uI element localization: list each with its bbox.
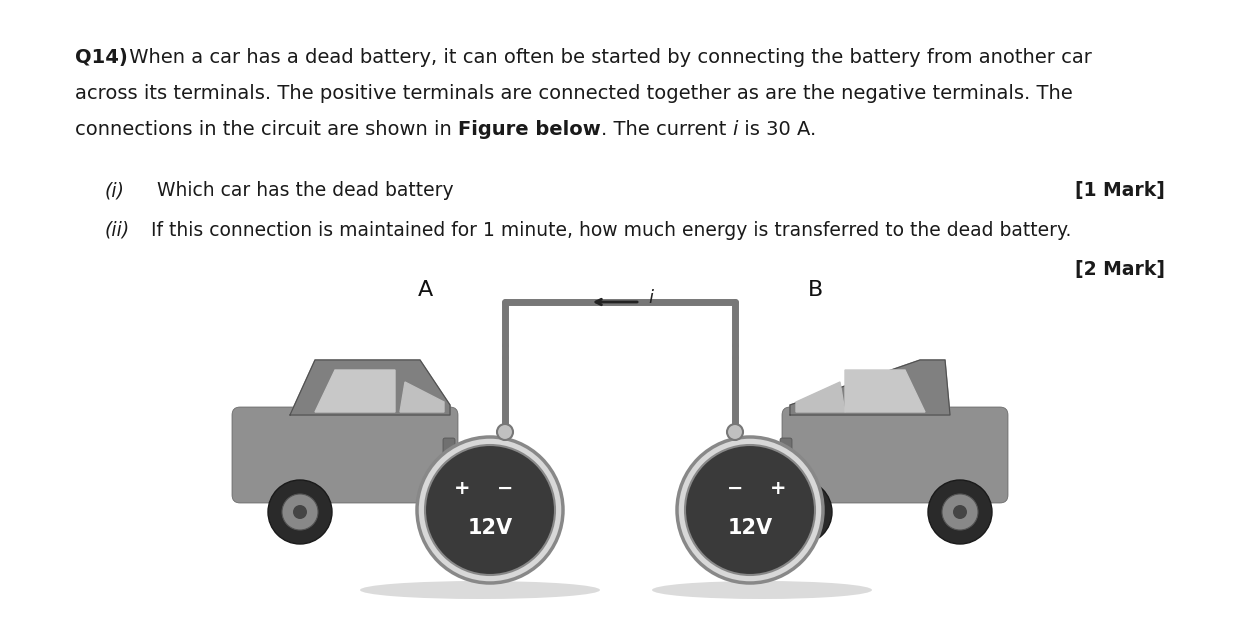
Text: 12V: 12V — [728, 518, 773, 538]
Text: connections in the circuit are shown in: connections in the circuit are shown in — [75, 120, 458, 139]
Text: A: A — [417, 280, 432, 300]
Circle shape — [428, 480, 492, 544]
Text: (ii): (ii) — [106, 221, 130, 240]
Circle shape — [677, 437, 823, 583]
Polygon shape — [289, 360, 450, 415]
Polygon shape — [845, 370, 925, 412]
FancyBboxPatch shape — [232, 407, 458, 503]
Circle shape — [417, 437, 563, 583]
Text: Which car has the dead battery: Which car has the dead battery — [145, 181, 453, 200]
Text: Figure below: Figure below — [458, 120, 601, 139]
Text: If this connection is maintained for 1 minute, how much energy is transferred to: If this connection is maintained for 1 m… — [145, 221, 1072, 240]
Circle shape — [268, 480, 332, 544]
Circle shape — [293, 505, 307, 519]
Text: 12V: 12V — [467, 518, 513, 538]
Text: Q14): Q14) — [75, 48, 128, 67]
Ellipse shape — [360, 581, 600, 599]
Circle shape — [425, 445, 555, 575]
Text: i: i — [733, 120, 738, 139]
Text: −: − — [497, 478, 513, 497]
Circle shape — [686, 445, 815, 575]
Text: +: + — [453, 478, 471, 497]
Text: [1 Mark]: [1 Mark] — [1076, 181, 1165, 200]
Circle shape — [928, 480, 992, 544]
Text: −: − — [727, 478, 743, 497]
Text: (i): (i) — [106, 181, 125, 200]
Circle shape — [497, 424, 513, 440]
Circle shape — [453, 505, 467, 519]
FancyBboxPatch shape — [780, 438, 792, 492]
FancyBboxPatch shape — [443, 438, 455, 492]
Polygon shape — [790, 360, 950, 415]
Circle shape — [941, 494, 977, 530]
Circle shape — [442, 494, 478, 530]
Circle shape — [282, 494, 318, 530]
Circle shape — [792, 505, 807, 519]
Text: When a car has a dead battery, it can often be started by connecting the battery: When a car has a dead battery, it can of… — [123, 48, 1092, 67]
Circle shape — [727, 424, 743, 440]
Polygon shape — [400, 382, 443, 412]
Polygon shape — [315, 370, 395, 412]
Circle shape — [953, 505, 968, 519]
Text: . The current: . The current — [601, 120, 733, 139]
Text: B: B — [807, 280, 822, 300]
Circle shape — [768, 480, 832, 544]
Text: i: i — [648, 289, 653, 307]
Ellipse shape — [652, 581, 872, 599]
Text: across its terminals. The positive terminals are connected together as are the n: across its terminals. The positive termi… — [75, 84, 1073, 103]
Polygon shape — [796, 382, 845, 412]
Text: is 30 A.: is 30 A. — [738, 120, 816, 139]
Text: [2 Mark]: [2 Mark] — [1076, 260, 1165, 279]
Circle shape — [782, 494, 818, 530]
Text: +: + — [770, 478, 786, 497]
FancyBboxPatch shape — [782, 407, 1009, 503]
